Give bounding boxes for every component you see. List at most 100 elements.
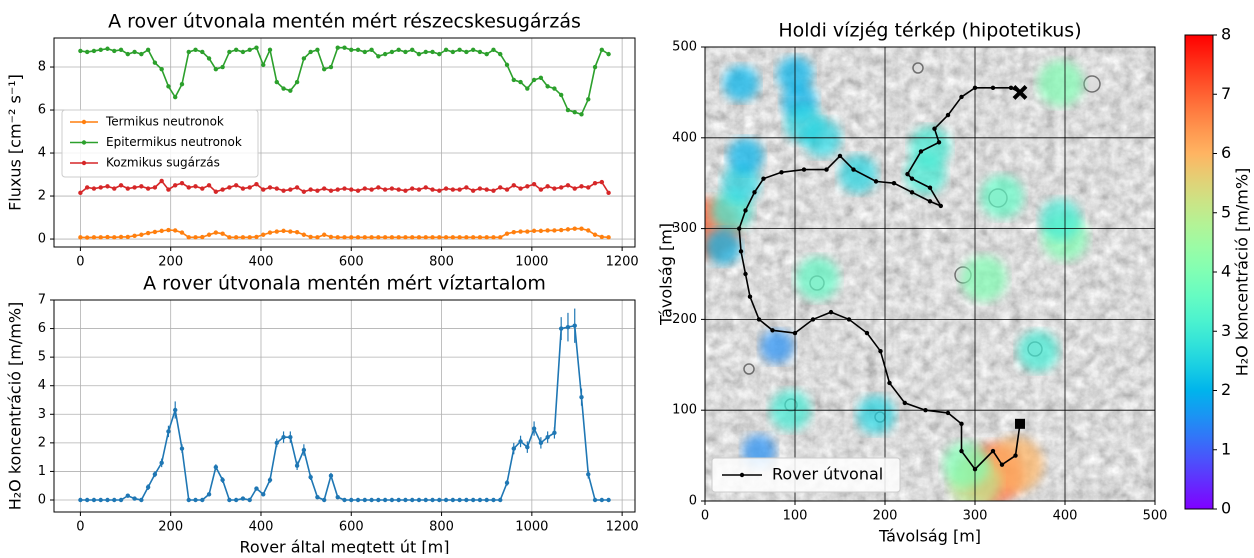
data-point [187, 235, 191, 239]
data-point [498, 235, 502, 239]
data-point [512, 230, 516, 234]
data-point [214, 230, 218, 234]
data-point [748, 295, 752, 299]
data-point [417, 187, 421, 191]
data-point [390, 235, 394, 239]
data-point [464, 498, 468, 502]
data-point [322, 186, 326, 190]
data-point [485, 498, 489, 502]
data-point [573, 227, 577, 231]
data-point [973, 467, 977, 471]
data-point [376, 185, 380, 189]
data-point [600, 235, 604, 239]
data-point [92, 49, 96, 53]
data-point [505, 187, 509, 191]
data-point [261, 233, 265, 237]
water-spot [857, 395, 896, 434]
data-point [139, 233, 143, 237]
data-point [410, 498, 414, 502]
legend-label: Kozmikus sugárzás [106, 156, 220, 170]
water-spot [943, 442, 989, 488]
data-point [959, 449, 963, 453]
legend-label: Termikus neutronok [105, 115, 224, 129]
data-point [525, 229, 529, 233]
data-point [193, 235, 197, 239]
data-point [396, 498, 400, 502]
data-point [464, 50, 468, 54]
data-point [593, 65, 597, 69]
data-point [112, 498, 116, 502]
data-point [566, 183, 570, 187]
data-point [545, 84, 549, 88]
data-point [865, 331, 869, 335]
data-point [444, 48, 448, 52]
start-marker [1015, 419, 1025, 429]
data-point [369, 48, 373, 52]
data-point [606, 191, 610, 195]
x-tick-label: 200 [158, 520, 183, 535]
data-point [166, 429, 170, 433]
data-point [200, 186, 204, 190]
data-point [437, 498, 441, 502]
x-tick-label: 500 [1143, 509, 1168, 524]
data-point [457, 187, 461, 191]
colorbar-tick-label: 7 [1221, 84, 1231, 103]
data-point [410, 186, 414, 190]
colorbar-tick-label: 4 [1221, 262, 1231, 281]
data-point [491, 48, 495, 52]
data-point [518, 229, 522, 233]
data-point [363, 186, 367, 190]
data-point [356, 498, 360, 502]
data-point [545, 184, 549, 188]
y-tick-label: 0 [689, 494, 697, 509]
legend-marker [82, 120, 86, 124]
x-tick-label: 200 [873, 509, 898, 524]
data-point [288, 435, 292, 439]
data-point [173, 95, 177, 99]
data-point [132, 185, 136, 189]
data-point [254, 486, 258, 490]
x-tick-label: 300 [963, 509, 988, 524]
data-point [295, 185, 299, 189]
data-point [573, 186, 577, 190]
data-point [923, 408, 927, 412]
data-point [874, 179, 878, 183]
data-point [295, 230, 299, 234]
data-point [349, 48, 353, 52]
data-point [579, 227, 583, 231]
y-tick-label: 0 [38, 232, 46, 247]
colorbar-tick-label: 5 [1221, 202, 1231, 221]
data-point [847, 317, 851, 321]
data-point [829, 310, 833, 314]
data-point [444, 186, 448, 190]
data-point [126, 186, 130, 190]
data-point [247, 185, 251, 189]
data-point [525, 86, 529, 90]
data-point [281, 86, 285, 90]
data-point [928, 199, 932, 203]
data-point [991, 86, 995, 90]
data-point [512, 446, 516, 450]
data-point [437, 235, 441, 239]
data-point [539, 229, 543, 233]
x-tick-label: 1200 [606, 520, 639, 535]
data-point [342, 186, 346, 190]
data-point [302, 190, 306, 194]
data-point [308, 235, 312, 239]
data-point [214, 67, 218, 71]
data-point [295, 80, 299, 84]
data-point [457, 235, 461, 239]
data-point [119, 48, 123, 52]
data-point [356, 235, 360, 239]
data-point [1013, 453, 1017, 457]
data-point [159, 67, 163, 71]
data-point [424, 235, 428, 239]
data-point [512, 78, 516, 82]
data-point [153, 472, 157, 476]
data-point [105, 235, 109, 239]
water-spot [760, 330, 794, 364]
data-point [322, 67, 326, 71]
data-point [498, 498, 502, 502]
data-point [254, 235, 258, 239]
y-tick-label: 1 [38, 464, 46, 479]
